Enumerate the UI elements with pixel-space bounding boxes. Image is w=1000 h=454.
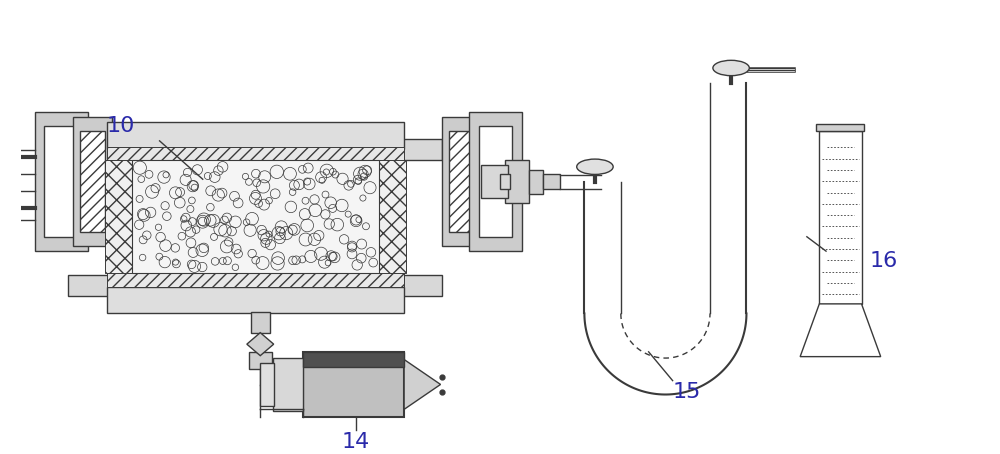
Bar [303, 352, 404, 417]
Bar [819, 131, 862, 304]
Polygon shape [247, 333, 274, 355]
Bar [442, 117, 481, 247]
Bar [273, 358, 303, 411]
Bar [107, 147, 404, 162]
Polygon shape [800, 304, 881, 357]
Bar [379, 160, 406, 273]
Bar [260, 363, 274, 405]
Bar [80, 131, 105, 232]
Bar [449, 131, 474, 232]
Ellipse shape [577, 159, 613, 174]
Bar [543, 174, 560, 189]
Bar [481, 165, 508, 198]
Ellipse shape [713, 60, 749, 76]
Bar [249, 352, 272, 369]
Bar [303, 352, 404, 367]
Bar [35, 112, 88, 251]
Bar [107, 286, 404, 313]
Bar [105, 160, 132, 273]
Bar [505, 160, 529, 203]
Bar [68, 275, 442, 296]
Bar [132, 160, 379, 273]
Text: 14: 14 [342, 432, 370, 452]
Bar [479, 127, 512, 237]
Bar [500, 174, 510, 189]
Bar [529, 170, 543, 193]
Text: 10: 10 [107, 117, 135, 137]
Bar [44, 127, 78, 237]
Bar [107, 271, 404, 286]
Bar [469, 112, 522, 251]
Bar [73, 117, 112, 247]
Text: 16: 16 [869, 251, 898, 271]
Bar [107, 122, 404, 148]
Text: 15: 15 [673, 382, 701, 402]
Bar [251, 311, 270, 333]
Polygon shape [404, 360, 441, 410]
Bar [816, 123, 864, 131]
Bar [68, 139, 442, 160]
